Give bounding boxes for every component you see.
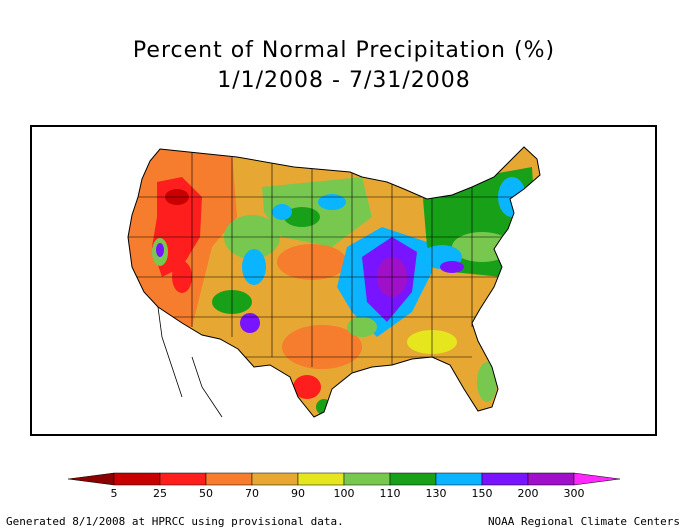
- legend-tick-label: 110: [380, 487, 401, 500]
- legend-swatch: [67, 472, 115, 486]
- legend-swatch: [251, 472, 299, 486]
- legend-swatch: [435, 472, 483, 486]
- legend-swatch: [343, 472, 391, 486]
- legend-tick-label: 150: [472, 487, 493, 500]
- legend-swatch: [481, 472, 529, 486]
- map-title: Percent of Normal Precipitation (%): [132, 38, 556, 63]
- map-frame: [30, 125, 657, 436]
- footer-source: NOAA Regional Climate Centers: [487, 515, 680, 528]
- legend-tick-label: 50: [199, 487, 213, 500]
- footer-generated-note: Generated 8/1/2008 at HPRCC using provis…: [6, 515, 344, 528]
- precipitation-map: [127, 146, 541, 418]
- legend-swatch: [159, 472, 207, 486]
- color-legend: 5 25 50 70 90 100 110 130 150 200 300: [67, 472, 621, 500]
- legend-swatch: [113, 472, 161, 486]
- legend-tick-label: 70: [245, 487, 259, 500]
- legend-tick-label: 25: [153, 487, 167, 500]
- state-borders: [128, 149, 537, 372]
- legend-tick-label: 90: [291, 487, 305, 500]
- legend-swatch: [205, 472, 253, 486]
- legend-tick-label: 5: [111, 487, 118, 500]
- legend-swatch: [573, 472, 621, 486]
- legend-tick-label: 130: [426, 487, 447, 500]
- precip-fill: [128, 147, 540, 417]
- legend-swatch: [389, 472, 437, 486]
- legend-tick-label: 100: [334, 487, 355, 500]
- legend-tick-label: 200: [518, 487, 539, 500]
- mexico-coastline: [157, 306, 223, 418]
- legend-swatch: [297, 472, 345, 486]
- legend-swatch: [527, 472, 575, 486]
- map-date-range: 1/1/2008 - 7/31/2008: [217, 68, 471, 93]
- legend-tick-label: 300: [564, 487, 585, 500]
